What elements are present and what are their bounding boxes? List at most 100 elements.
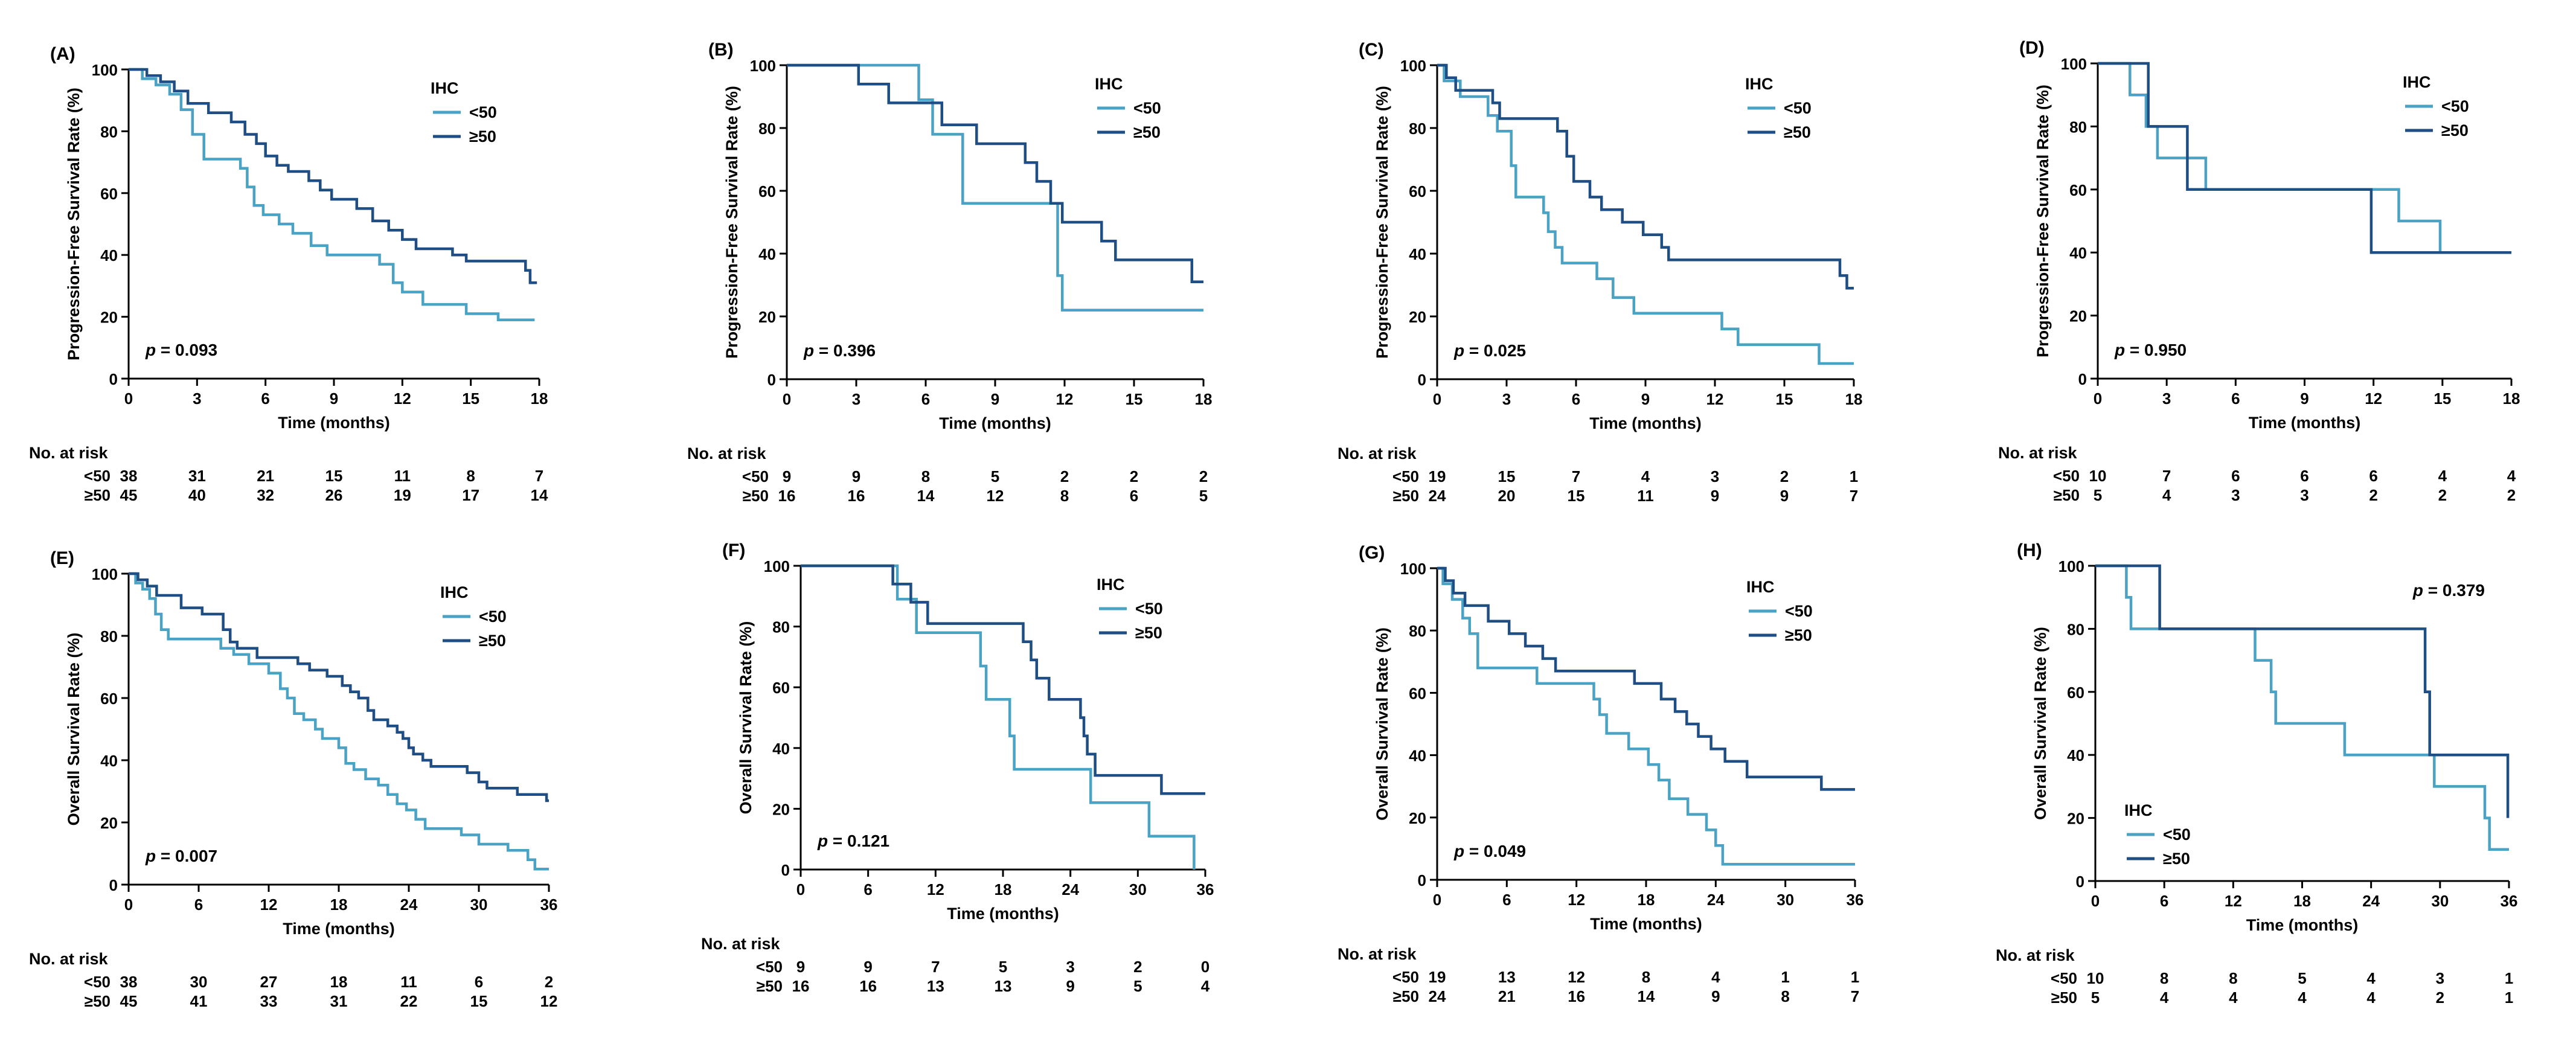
x-tick-label: 24 [2362,892,2380,910]
y-axis-title: Overall Survival Rate (%) [65,633,83,826]
y-axis-title: Progression-Free Survival Rate (%) [1373,86,1391,359]
x-tick-label: 15 [462,389,479,408]
risk-count: 13 [927,977,944,995]
y-tick-label: 60 [1409,684,1426,702]
risk-count: 2 [2436,988,2444,1007]
y-tick-label: 20 [2069,307,2087,325]
legend-title: IHC [1097,575,1125,594]
x-tick-label: 0 [124,389,133,408]
risk-table-title: No. at risk [1338,444,1417,463]
risk-count: 4 [2366,969,2376,987]
risk-count: 4 [2298,988,2307,1007]
y-tick-label: 0 [109,370,118,388]
x-tick-label: 0 [1433,891,1441,909]
p-value-label: p = 0.049 [1453,842,1526,860]
x-tick-label: 6 [261,389,269,408]
risk-count: 8 [2160,969,2168,987]
series-line-low [2095,564,2509,851]
x-tick-label: 6 [1502,891,1511,909]
y-tick-label: 100 [750,57,776,75]
panel-label: (B) [708,40,734,60]
risk-count: 2 [545,973,553,991]
risk-table-title: No. at risk [701,935,781,953]
y-axis-title: Overall Survival Rate (%) [737,621,755,815]
p-symbol: p [145,341,156,359]
legend-title: IHC [2124,801,2153,819]
risk-count: 5 [1199,487,1208,505]
x-tick-label: 36 [1197,880,1214,899]
risk-count: 31 [330,992,348,1010]
chart-panel-5: (E) 0 20 40 60 80 100 0 6 12 18 24 30 36 Time (months)… [29,548,557,1010]
series-line-low [1437,566,1855,866]
legend-item-low-label: <50 [1785,602,1813,620]
p-symbol: p [803,341,814,360]
x-tick-label: 3 [852,390,860,408]
panel-label: (E) [50,548,74,568]
x-axis-title: Time (months) [939,414,1051,432]
risk-count: 22 [400,992,418,1010]
risk-count: 26 [325,486,343,504]
risk-count: 4 [2438,467,2447,485]
x-tick-label: 18 [995,880,1012,899]
risk-count: 15 [325,467,343,485]
x-axis-title: Time (months) [2246,916,2359,934]
risk-count: 8 [1642,968,1650,986]
x-tick-label: 6 [1572,390,1580,408]
risk-row-label-low: <50 [742,467,769,485]
legend-item-low-label: <50 [469,103,497,121]
y-tick-label: 40 [1409,245,1426,263]
risk-count: 15 [1568,487,1585,505]
x-tick-label: 15 [2433,389,2451,408]
risk-count: 8 [2229,969,2237,987]
risk-count: 38 [120,467,138,485]
series-line-high [1437,63,1854,290]
risk-count: 11 [1637,487,1654,505]
y-tick-label: 80 [100,627,118,646]
risk-count: 24 [1429,987,1446,1005]
risk-count: 5 [1133,977,1142,995]
risk-count: 6 [2369,467,2377,485]
y-axis-title: Progression-Free Survival Rate (%) [723,86,741,359]
risk-count: 1 [2505,969,2513,987]
series-line-low [1437,63,1854,365]
risk-count: 8 [466,467,475,485]
y-tick-label: 40 [2069,244,2087,262]
series-line-high [129,68,537,284]
x-axis-title: Time (months) [283,920,395,938]
p-symbol: p [145,847,156,865]
risk-count: 9 [796,958,805,976]
y-tick-label: 0 [1418,871,1426,889]
risk-count: 9 [783,467,791,485]
panel-label: (G) [1359,543,1385,563]
legend-title: IHC [1746,578,1775,596]
x-tick-label: 18 [1195,390,1213,408]
x-tick-label: 9 [991,390,999,408]
legend-title: IHC [431,79,459,97]
risk-row-label-low: <50 [2053,467,2080,485]
chart-panel-1: (A) 0 20 40 60 80 100 0 3 6 9 12 15 18 Time (months) Pr… [29,44,548,504]
risk-row-label-high: ≥50 [2054,486,2080,504]
x-tick-label: 0 [2094,389,2102,408]
x-tick-label: 12 [1056,390,1074,408]
chart-panel-2: (B) 0 20 40 60 80 100 0 3 6 9 12 15 18 Time (months) Pr… [687,40,1212,505]
risk-count: 32 [257,486,274,504]
legend-item-low-label: <50 [479,607,507,626]
risk-count: 30 [190,973,208,991]
risk-row-label-low: <50 [1392,467,1419,485]
legend-title: IHC [1745,75,1773,93]
y-tick-label: 80 [2069,118,2087,136]
risk-count: 12 [987,487,1004,505]
series-line-high [129,572,549,803]
risk-count: 13 [995,977,1012,995]
panel-label: (C) [1359,40,1384,60]
risk-count: 1 [2505,988,2513,1007]
risk-count: 11 [400,973,417,991]
y-tick-label: 80 [758,120,776,138]
y-tick-label: 40 [1409,747,1426,765]
series-line-low [787,63,1203,312]
x-axis-title: Time (months) [278,414,390,432]
p-value: = 0.379 [2423,581,2485,600]
